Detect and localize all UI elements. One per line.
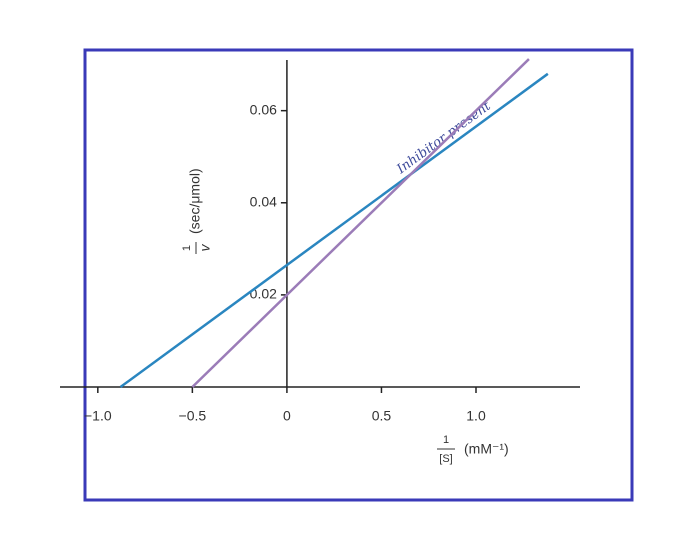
y-tick-label: 0.02: [250, 286, 277, 302]
line: [191, 58, 530, 388]
x-tick-label: 0.5: [372, 408, 392, 424]
y-label-numerator: 1: [181, 245, 193, 251]
y-tick-label: 0.06: [250, 101, 277, 117]
x-label: 1 [S] (mM⁻¹): [437, 434, 509, 465]
y-label-denominator: v: [197, 244, 213, 252]
x-label-numerator: 1: [443, 434, 449, 446]
frame: [83, 48, 634, 502]
line: [119, 72, 549, 389]
x-label-denominator: [S]: [439, 453, 452, 465]
annotation: Inhibitor present: [394, 98, 495, 177]
y-tick-label: 0.04: [250, 193, 277, 209]
x-tick-label: −0.5: [179, 408, 207, 424]
x-tick-label: −1.0: [84, 408, 112, 424]
y-label: 1 v (sec/μmol): [181, 168, 213, 254]
y-label-units: (sec/μmol): [187, 168, 203, 234]
x-label-units: (mM⁻¹): [464, 441, 509, 457]
x-tick-label: 1.0: [466, 408, 486, 424]
x-tick-label: 0: [283, 408, 291, 424]
